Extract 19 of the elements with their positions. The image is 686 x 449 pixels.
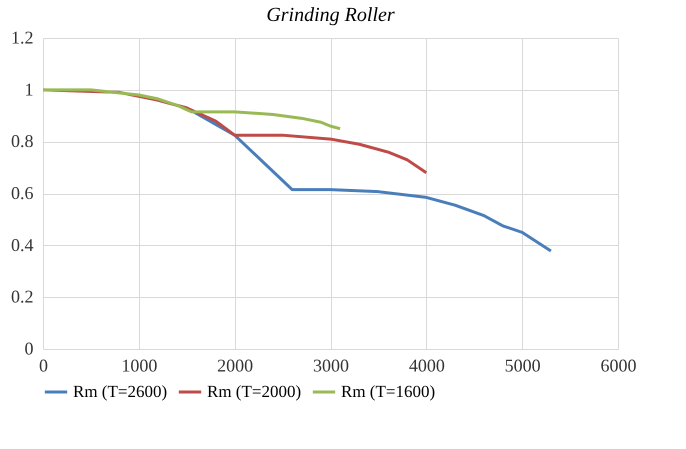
y-tick-label: 1.2 — [11, 28, 34, 48]
x-tick-label: 5000 — [504, 356, 541, 376]
x-tick-label: 0 — [39, 356, 48, 376]
y-tick-label: 1 — [24, 79, 34, 100]
legend-label: Rm (T=2000) — [207, 382, 302, 401]
x-tick-label: 2000 — [217, 356, 254, 376]
y-tick-label: 0.8 — [11, 131, 34, 152]
y-tick-label: 0.2 — [11, 286, 34, 307]
x-tick-label: 4000 — [408, 356, 445, 376]
y-tick-label: 0 — [24, 338, 34, 358]
y-tick-label: 0.4 — [11, 234, 34, 255]
line-series — [42, 88, 342, 130]
legend-label: Rm (T=2600) — [73, 382, 168, 401]
x-tick-label: 3000 — [313, 356, 349, 376]
x-tick-label: 6000 — [600, 356, 636, 376]
x-tick-label: 1000 — [121, 356, 158, 376]
y-tick-label: 0.6 — [11, 183, 34, 203]
chart-title: Grinding Roller — [266, 4, 395, 26]
legend-label: Rm (T=1600) — [341, 382, 436, 401]
